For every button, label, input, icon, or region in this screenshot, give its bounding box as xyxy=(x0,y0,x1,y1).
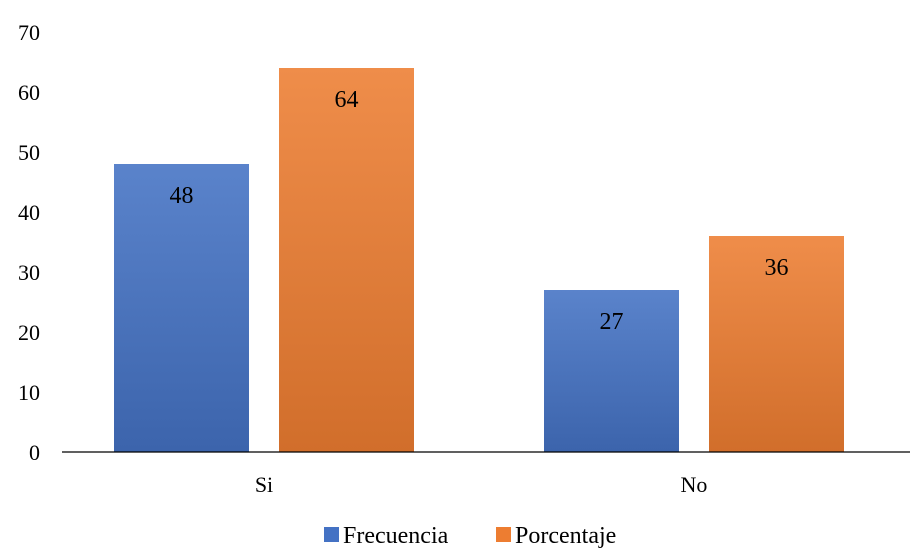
y-tick-label: 60 xyxy=(18,80,40,105)
legend-swatch xyxy=(324,527,339,542)
bars xyxy=(114,68,844,452)
bar-porcentaje-no xyxy=(709,236,844,452)
x-axis: Si No xyxy=(255,472,708,497)
legend: Frecuencia Porcentaje xyxy=(324,523,616,549)
data-label: 36 xyxy=(765,255,789,281)
y-tick-label: 0 xyxy=(29,440,40,465)
data-label: 64 xyxy=(335,87,359,113)
data-label: 27 xyxy=(600,309,624,335)
data-labels: 48 64 27 36 xyxy=(170,87,789,335)
y-tick-label: 70 xyxy=(18,20,40,45)
y-tick-label: 30 xyxy=(18,260,40,285)
x-category-label: Si xyxy=(255,472,273,497)
bar-frecuencia-si xyxy=(114,164,249,452)
data-label: 48 xyxy=(170,183,194,209)
bar-frecuencia-no xyxy=(544,290,679,452)
legend-label: Porcentaje xyxy=(515,523,616,549)
legend-label: Frecuencia xyxy=(343,523,449,549)
y-tick-label: 10 xyxy=(18,380,40,405)
y-tick-label: 40 xyxy=(18,200,40,225)
y-tick-label: 50 xyxy=(18,140,40,165)
y-tick-label: 20 xyxy=(18,320,40,345)
y-axis: 0 10 20 30 40 50 60 70 xyxy=(18,20,40,465)
bar-porcentaje-si xyxy=(279,68,414,452)
legend-swatch xyxy=(496,527,511,542)
x-category-label: No xyxy=(681,472,708,497)
